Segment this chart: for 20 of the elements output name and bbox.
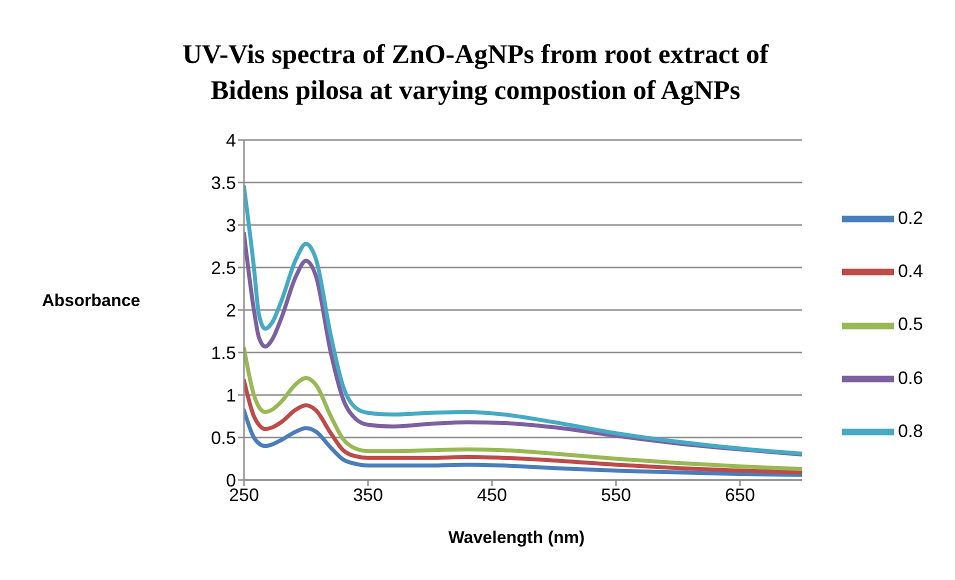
x-tick-label: 550 [600,484,632,505]
y-tick-label: 1.5 [210,342,236,363]
legend-label: 0.6 [898,368,923,388]
y-tick-label: 3 [226,215,236,236]
x-tick-label: 450 [476,484,508,505]
y-axis-title: Absorbance [42,291,140,311]
x-tick-label: 650 [724,484,755,505]
chart-title: UV-Vis spectra of ZnO-AgNPs from root extract of Bidens pilosa at varying compostion of AgNPs [181,38,770,107]
legend-label: 0.8 [898,420,923,441]
y-tick-label: 2.5 [210,258,236,278]
y-tick-label: 0.5 [210,428,236,448]
y-tick-label: 2 [226,300,236,320]
x-axis-title: Wavelength (nm) [447,528,586,548]
y-tick-label: 1 [226,385,236,406]
legend-label: 0.2 [898,208,923,228]
legend-label: 0.4 [898,261,923,282]
y-tick-label: 3.5 [210,172,236,193]
y-tick-label: 4 [226,130,236,150]
x-tick-label: 350 [352,484,384,505]
legend-label: 0.5 [898,314,923,334]
